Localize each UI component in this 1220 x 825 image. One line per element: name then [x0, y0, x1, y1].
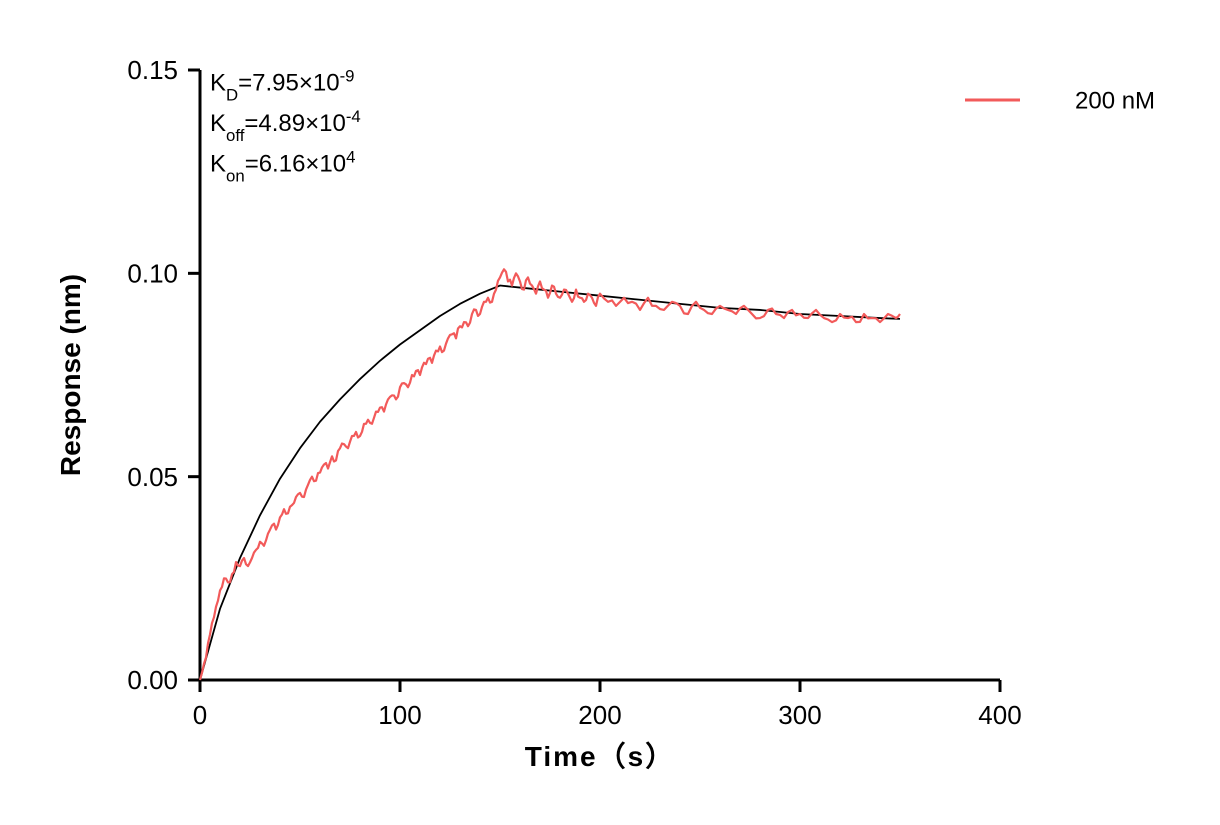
x-axis-title: Time（s）	[525, 740, 675, 772]
binding-kinetics-chart: 0 100 200 300 400 0.00 0.05 0.10 0.15 Time（s） Resp…	[0, 0, 1220, 825]
legend-label: 200 nM	[1075, 87, 1155, 114]
x-tick-label: 400	[978, 700, 1021, 730]
y-tick-label: 0.05	[127, 462, 178, 492]
x-tick-label: 100	[378, 700, 421, 730]
y-tick-label: 0.00	[127, 665, 178, 695]
x-tick-label: 0	[193, 700, 207, 730]
y-tick-label: 0.15	[127, 55, 178, 85]
y-axis-title: Response (nm)	[55, 274, 86, 476]
x-tick-label: 300	[778, 700, 821, 730]
x-tick-label: 200	[578, 700, 621, 730]
y-tick-label: 0.10	[127, 258, 178, 288]
chart-container: 0 100 200 300 400 0.00 0.05 0.10 0.15 Time（s） Resp…	[0, 0, 1220, 825]
